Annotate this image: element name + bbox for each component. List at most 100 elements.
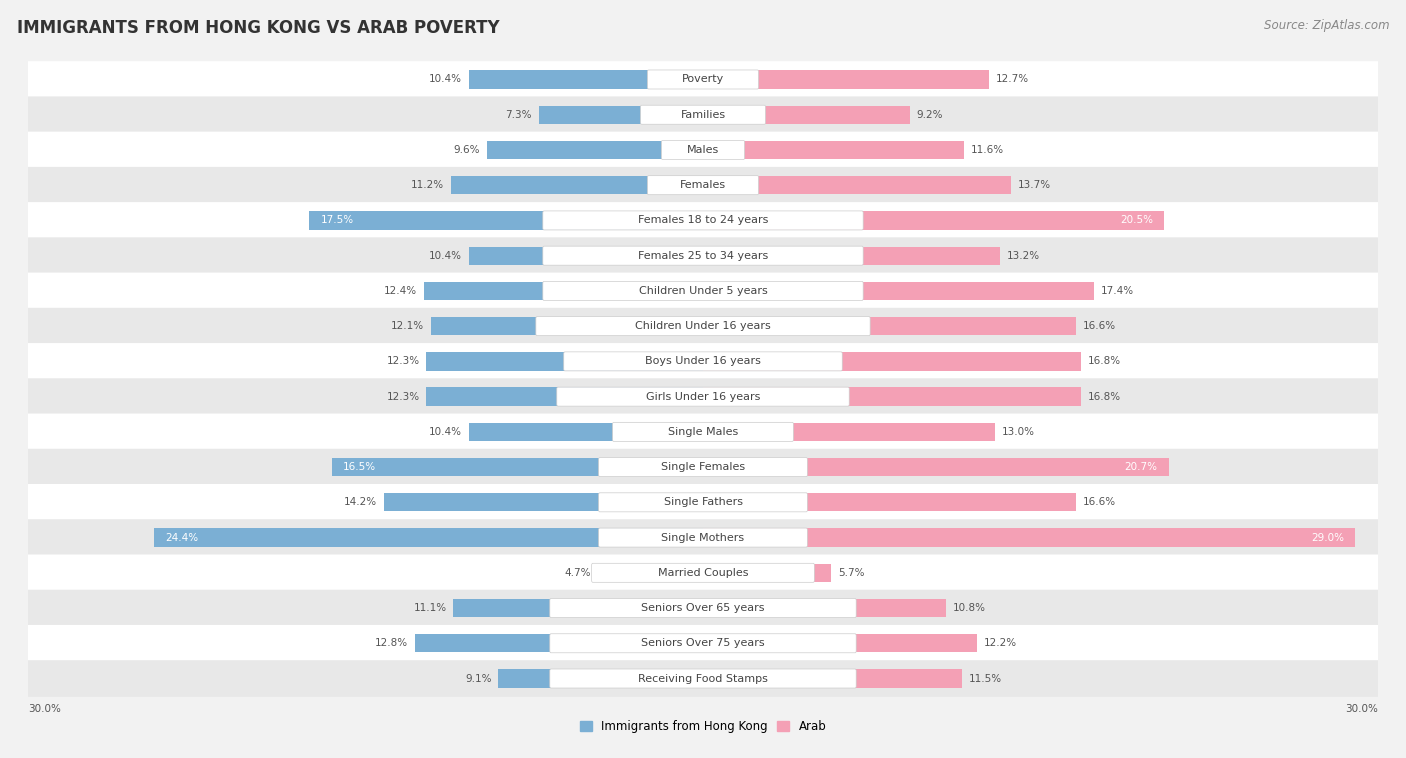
Text: Boys Under 16 years: Boys Under 16 years — [645, 356, 761, 366]
FancyBboxPatch shape — [599, 458, 807, 477]
FancyBboxPatch shape — [599, 493, 807, 512]
Text: 20.5%: 20.5% — [1121, 215, 1153, 225]
Text: Single Mothers: Single Mothers — [661, 533, 745, 543]
Text: 14.2%: 14.2% — [343, 497, 377, 507]
FancyBboxPatch shape — [28, 237, 1378, 274]
Bar — [703, 105, 910, 124]
Text: 11.1%: 11.1% — [413, 603, 447, 613]
Bar — [538, 105, 703, 124]
Bar — [703, 564, 831, 582]
Bar — [703, 141, 965, 159]
Bar — [155, 528, 703, 547]
Bar — [703, 528, 1355, 547]
FancyBboxPatch shape — [28, 660, 1378, 697]
Text: 13.2%: 13.2% — [1007, 251, 1040, 261]
Text: 12.3%: 12.3% — [387, 392, 419, 402]
FancyBboxPatch shape — [543, 281, 863, 300]
Text: 9.1%: 9.1% — [465, 674, 492, 684]
Text: 12.8%: 12.8% — [375, 638, 408, 648]
Bar — [451, 176, 703, 194]
Bar — [703, 387, 1081, 406]
Text: Females 25 to 34 years: Females 25 to 34 years — [638, 251, 768, 261]
FancyBboxPatch shape — [592, 563, 814, 582]
Bar — [703, 423, 995, 441]
Text: 30.0%: 30.0% — [1346, 704, 1378, 714]
Text: 5.7%: 5.7% — [838, 568, 865, 578]
Text: Poverty: Poverty — [682, 74, 724, 84]
Text: Single Females: Single Females — [661, 462, 745, 472]
Text: Children Under 5 years: Children Under 5 years — [638, 286, 768, 296]
FancyBboxPatch shape — [28, 273, 1378, 309]
Text: 16.5%: 16.5% — [343, 462, 377, 472]
Text: Children Under 16 years: Children Under 16 years — [636, 321, 770, 331]
FancyBboxPatch shape — [557, 387, 849, 406]
Text: 20.7%: 20.7% — [1125, 462, 1157, 472]
FancyBboxPatch shape — [28, 308, 1378, 344]
Text: 12.7%: 12.7% — [995, 74, 1029, 84]
Text: Receiving Food Stamps: Receiving Food Stamps — [638, 674, 768, 684]
FancyBboxPatch shape — [661, 140, 745, 159]
Text: Single Males: Single Males — [668, 427, 738, 437]
Bar — [470, 70, 703, 89]
FancyBboxPatch shape — [543, 211, 863, 230]
Text: 10.8%: 10.8% — [953, 603, 986, 613]
FancyBboxPatch shape — [536, 317, 870, 336]
Text: Females: Females — [681, 180, 725, 190]
Bar — [598, 564, 703, 582]
Text: Girls Under 16 years: Girls Under 16 years — [645, 392, 761, 402]
Text: 12.2%: 12.2% — [984, 638, 1018, 648]
Bar — [426, 387, 703, 406]
FancyBboxPatch shape — [28, 625, 1378, 662]
Bar — [309, 211, 703, 230]
FancyBboxPatch shape — [28, 378, 1378, 415]
Bar — [425, 282, 703, 300]
FancyBboxPatch shape — [550, 669, 856, 688]
Text: 11.5%: 11.5% — [969, 674, 1001, 684]
Bar — [453, 599, 703, 617]
FancyBboxPatch shape — [28, 449, 1378, 485]
FancyBboxPatch shape — [28, 96, 1378, 133]
Bar — [470, 423, 703, 441]
Text: Females 18 to 24 years: Females 18 to 24 years — [638, 215, 768, 225]
FancyBboxPatch shape — [543, 246, 863, 265]
Bar — [703, 246, 1000, 265]
Text: 11.6%: 11.6% — [970, 145, 1004, 155]
FancyBboxPatch shape — [28, 61, 1378, 98]
Text: 29.0%: 29.0% — [1312, 533, 1344, 543]
FancyBboxPatch shape — [550, 634, 856, 653]
Bar — [703, 352, 1081, 371]
Text: 17.5%: 17.5% — [321, 215, 354, 225]
Text: 4.7%: 4.7% — [564, 568, 591, 578]
Text: 10.4%: 10.4% — [429, 74, 463, 84]
Text: 30.0%: 30.0% — [28, 704, 60, 714]
Text: Seniors Over 65 years: Seniors Over 65 years — [641, 603, 765, 613]
Text: 17.4%: 17.4% — [1101, 286, 1135, 296]
Text: Married Couples: Married Couples — [658, 568, 748, 578]
Text: 12.1%: 12.1% — [391, 321, 425, 331]
Bar — [384, 493, 703, 512]
Text: 13.0%: 13.0% — [1002, 427, 1035, 437]
Text: 16.8%: 16.8% — [1088, 356, 1121, 366]
Bar — [703, 282, 1094, 300]
Text: 16.6%: 16.6% — [1083, 497, 1116, 507]
Text: Single Fathers: Single Fathers — [664, 497, 742, 507]
FancyBboxPatch shape — [28, 414, 1378, 450]
FancyBboxPatch shape — [28, 132, 1378, 168]
Bar — [703, 669, 962, 688]
Bar — [703, 458, 1168, 476]
Bar — [498, 669, 703, 688]
Text: 16.8%: 16.8% — [1088, 392, 1121, 402]
FancyBboxPatch shape — [28, 343, 1378, 380]
FancyBboxPatch shape — [28, 519, 1378, 556]
Bar — [486, 141, 703, 159]
Text: 10.4%: 10.4% — [429, 427, 463, 437]
FancyBboxPatch shape — [28, 167, 1378, 203]
Text: Source: ZipAtlas.com: Source: ZipAtlas.com — [1264, 19, 1389, 32]
Bar — [426, 352, 703, 371]
Bar — [703, 634, 977, 653]
FancyBboxPatch shape — [647, 70, 759, 89]
Text: 24.4%: 24.4% — [166, 533, 198, 543]
Text: 13.7%: 13.7% — [1018, 180, 1052, 190]
Bar — [703, 599, 946, 617]
Bar — [430, 317, 703, 335]
